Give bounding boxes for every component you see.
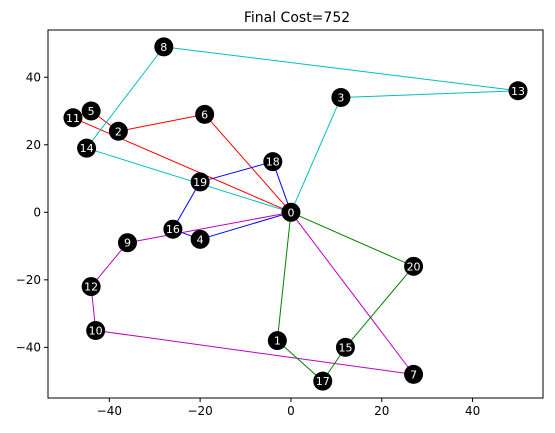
- node-11-marker: [63, 108, 83, 128]
- node-4-marker: [190, 229, 210, 249]
- node-12-marker: [81, 277, 101, 297]
- route-0-edge-11-0: [72, 117, 292, 213]
- node-18-label: 18: [266, 156, 280, 169]
- route-4-edge-20-0: [290, 211, 414, 267]
- node-6-label: 6: [201, 108, 208, 121]
- node-15-marker: [335, 337, 355, 357]
- y-tick-label: −20: [16, 273, 41, 287]
- y-tick-label: 40: [26, 70, 41, 84]
- node-19-label: 19: [193, 176, 207, 189]
- node-14-marker: [77, 138, 97, 158]
- route-3-edge-7-0: [290, 212, 414, 375]
- route-2-edge-4-0: [199, 211, 292, 240]
- node-3-label: 3: [337, 92, 344, 105]
- route-1-edge-8-14: [86, 46, 165, 149]
- node-14-label: 14: [80, 142, 94, 155]
- node-16-marker: [163, 219, 183, 239]
- route-2-edge-18-19: [199, 161, 273, 183]
- node-16-label: 16: [166, 223, 180, 236]
- route-1-edge-0-3: [290, 97, 342, 213]
- node-5-label: 5: [88, 105, 95, 118]
- node-20-marker: [404, 256, 424, 276]
- route-3-edge-0-9: [127, 211, 292, 244]
- y-tick-label: 20: [26, 138, 41, 152]
- route-0-edge-6-2: [118, 113, 205, 132]
- node-10-marker: [86, 320, 106, 340]
- route-1-edge-13-8: [163, 46, 519, 92]
- node-7-marker: [404, 364, 424, 384]
- chart-title: Final Cost=752: [244, 10, 350, 26]
- x-tick-label: −40: [97, 404, 122, 418]
- x-tick-label: 40: [465, 404, 480, 418]
- node-1-marker: [267, 331, 287, 351]
- node-8-marker: [154, 37, 174, 57]
- node-4-label: 4: [197, 233, 204, 246]
- node-0-marker: [281, 202, 301, 222]
- route-1-edge-14-0: [86, 147, 292, 213]
- x-tick-label: −20: [187, 404, 212, 418]
- node-1-label: 1: [274, 335, 281, 348]
- node-17-label: 17: [316, 375, 330, 388]
- route-1-edge-3-13: [340, 90, 519, 99]
- node-3-marker: [331, 88, 351, 108]
- node-12-label: 12: [84, 281, 98, 294]
- node-6-marker: [195, 104, 215, 124]
- route-0-edge-0-6: [204, 114, 292, 213]
- node-2-label: 2: [115, 125, 122, 138]
- y-axis-ticks: −40 −20 0 20 40: [16, 70, 48, 354]
- node-15-label: 15: [338, 341, 352, 354]
- node-2-marker: [108, 121, 128, 141]
- route-4-edge-0-1: [276, 212, 292, 341]
- route-4-edge-15-20: [345, 266, 414, 348]
- node-9-marker: [117, 233, 137, 253]
- node-7-label: 7: [410, 368, 417, 381]
- y-tick-label: −40: [16, 340, 41, 354]
- node-10-label: 10: [89, 324, 103, 337]
- x-tick-label: 0: [287, 404, 295, 418]
- node-5-marker: [81, 101, 101, 121]
- node-13-marker: [508, 81, 528, 101]
- route-3-edge-10-7: [95, 329, 414, 375]
- x-axis-ticks: −40 −20 0 20 40: [97, 398, 480, 418]
- node-20-label: 20: [407, 260, 421, 273]
- y-tick-label: 0: [33, 205, 41, 219]
- node-11-label: 11: [66, 112, 80, 125]
- node-18-marker: [263, 152, 283, 172]
- node-19-marker: [190, 172, 210, 192]
- node-13-label: 13: [511, 85, 525, 98]
- node-8-label: 8: [160, 41, 167, 54]
- x-tick-label: 20: [374, 404, 389, 418]
- node-9-label: 9: [124, 237, 131, 250]
- node-17-marker: [313, 371, 333, 391]
- plot-frame: [47, 29, 544, 399]
- node-0-label: 0: [287, 206, 294, 219]
- route-4-edge-1-17: [277, 340, 324, 382]
